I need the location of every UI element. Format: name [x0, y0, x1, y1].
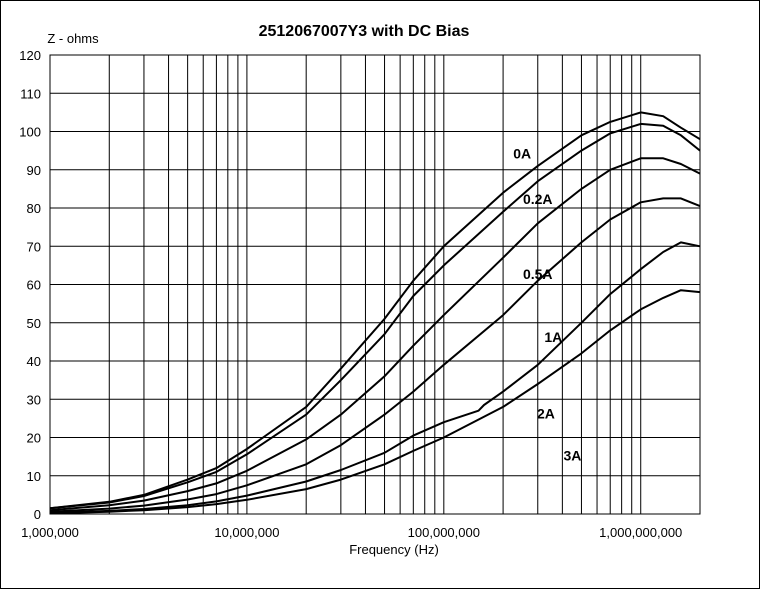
series-line-3A: [49, 289, 701, 515]
series-line-1A: [49, 197, 701, 513]
series-line-2A: [49, 241, 701, 514]
series-line-0A: [49, 111, 701, 510]
y-tick-label: 50: [27, 316, 41, 331]
x-axis-label: Frequency (Hz): [349, 542, 439, 557]
series-group: [49, 111, 701, 515]
y-tick-label: 70: [27, 239, 41, 254]
x-tick-label: 10,000,000: [214, 525, 279, 540]
grid: [49, 54, 701, 515]
series-label-0A: 0A: [513, 145, 531, 161]
series-label-0.5A: 0.5A: [523, 266, 553, 282]
y-tick-label: 80: [27, 201, 41, 216]
x-tick-label: 1,000,000: [21, 525, 79, 540]
series-label-0.2A: 0.2A: [523, 191, 553, 207]
x-tick-label: 100,000,000: [408, 525, 480, 540]
x-tick-label: 1,000,000,000: [599, 525, 682, 540]
y-tick-label: 120: [19, 48, 41, 63]
series-label-2A: 2A: [537, 405, 555, 421]
plot-area: [49, 54, 701, 515]
y-tick-label: 10: [27, 469, 41, 484]
series-line-0.5A: [49, 157, 701, 512]
y-tick-label: 30: [27, 392, 41, 407]
y-tick-label: 110: [20, 86, 41, 101]
series-label-3A: 3A: [563, 447, 581, 463]
y-tick-label: 20: [27, 431, 41, 446]
series-line-0.2A: [49, 122, 701, 510]
series-label-1A: 1A: [544, 329, 562, 345]
chart-title: 2512067007Y3 with DC Bias: [259, 23, 470, 40]
y-tick-label: 40: [27, 354, 41, 369]
y-tick-label: 90: [27, 163, 41, 178]
series-labels: 0A 0.2A 0.5A 1A 2A 3A: [513, 145, 581, 463]
y-tick-label: 100: [19, 125, 41, 140]
tick-labels: 0 10 20 30 40 50 60 70 80 90 100 110 120 1,000,000 10,…: [19, 48, 682, 540]
y-tick-label: 60: [27, 278, 41, 293]
y-axis-label: Z - ohms: [47, 31, 99, 46]
y-tick-label: 0: [34, 507, 41, 522]
